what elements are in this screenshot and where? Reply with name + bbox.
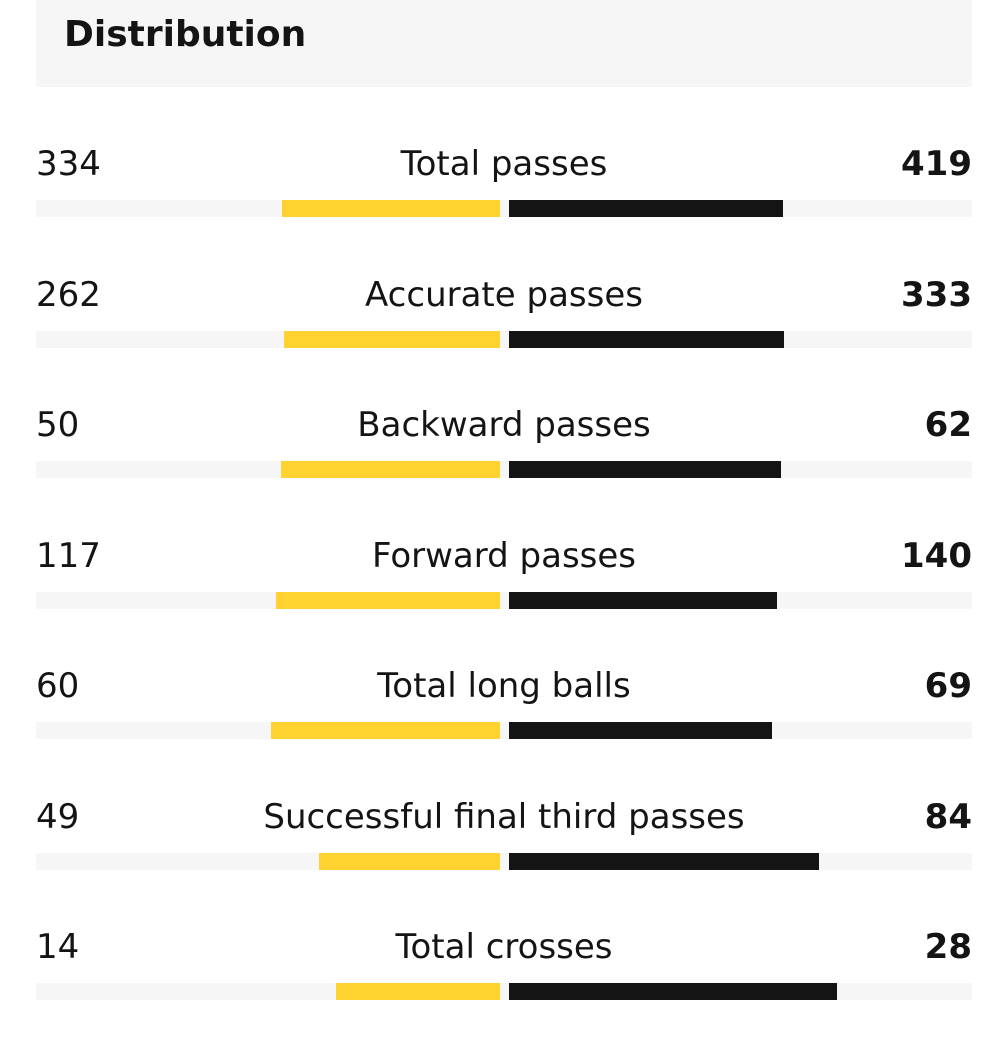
home-bar <box>271 722 500 739</box>
home-bar <box>283 330 500 348</box>
comparison-bar-track <box>36 852 972 870</box>
home-value: 334 <box>36 144 101 184</box>
away-value: 140 <box>901 535 972 576</box>
home-value: 117 <box>36 535 101 576</box>
away-bar <box>509 983 837 1000</box>
away-bar <box>509 330 785 348</box>
away-value: 333 <box>901 274 972 315</box>
comparison-bar-track <box>36 330 972 348</box>
home-bar <box>281 200 500 217</box>
stat-label: Forward passes <box>371 535 636 576</box>
comparison-bar-track <box>36 591 972 609</box>
away-value: 84 <box>924 796 972 837</box>
stat-row-successful-final-third-passes: 49 Successful final third passes 84 <box>36 797 972 928</box>
home-bar <box>336 983 500 1000</box>
home-bar <box>318 852 500 870</box>
away-bar <box>509 852 820 870</box>
stat-row-backward-passes: 50 Backward passes 62 <box>36 405 972 536</box>
home-bar <box>280 461 500 478</box>
stat-label: Accurate passes <box>365 274 643 315</box>
section-header: Distribution <box>36 0 972 87</box>
away-bar <box>509 591 777 609</box>
comparison-bar-track <box>36 983 972 1000</box>
home-value: 50 <box>36 405 80 445</box>
section-title: Distribution <box>64 14 307 55</box>
away-value: 419 <box>901 144 972 184</box>
stat-label: Successful final third passes <box>263 796 745 837</box>
stat-list: 334 Total passes 419 262 Accurate passes… <box>36 144 972 1058</box>
stat-row-accurate-passes: 262 Accurate passes 333 <box>36 275 972 406</box>
home-value: 262 <box>36 274 101 315</box>
away-value: 62 <box>924 405 972 445</box>
home-value: 49 <box>36 796 80 837</box>
stat-row-total-crosses: 14 Total crosses 28 <box>36 927 972 1058</box>
stat-label: Total passes <box>400 144 608 184</box>
stat-row-forward-passes: 117 Forward passes 140 <box>36 536 972 667</box>
away-value: 28 <box>924 927 972 967</box>
stat-label: Total long balls <box>377 666 631 706</box>
away-bar <box>509 200 783 217</box>
comparison-bar-track <box>36 200 972 217</box>
comparison-bar-track <box>36 722 972 739</box>
home-value: 14 <box>36 927 80 967</box>
stat-row-total-long-balls: 60 Total long balls 69 <box>36 666 972 797</box>
away-bar <box>509 461 782 478</box>
comparison-bar-track <box>36 461 972 478</box>
stat-row-total-passes: 334 Total passes 419 <box>36 144 972 275</box>
away-value: 69 <box>924 666 972 706</box>
home-value: 60 <box>36 666 80 706</box>
stat-label: Backward passes <box>357 405 651 445</box>
home-bar <box>276 591 500 609</box>
distribution-panel: Distribution 334 Total passes 419 262 Ac… <box>36 0 972 1058</box>
away-bar <box>509 722 772 739</box>
stat-label: Total crosses <box>395 927 613 967</box>
